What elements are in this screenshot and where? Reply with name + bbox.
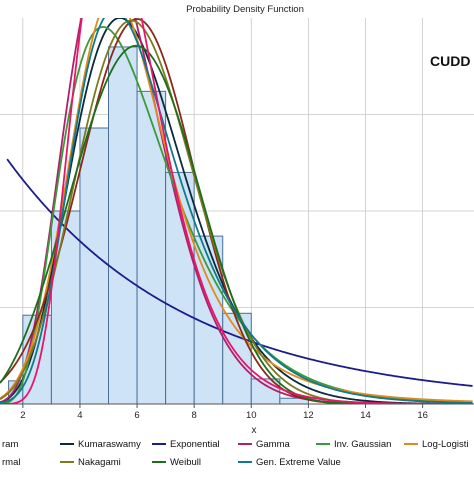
x-tick-label: 10 <box>246 410 257 421</box>
legend-row: rmal Nakagami Weibull Gen. Extreme Value <box>2 457 341 468</box>
legend-label: ram <box>2 439 18 450</box>
legend-label: Nakagami <box>78 457 121 468</box>
histogram-bar <box>108 46 138 404</box>
x-tick-label: 6 <box>134 410 139 421</box>
legend: ram Kumaraswamy Exponential Gamma Inv. Gauss… <box>2 439 468 468</box>
legend-item: Nakagami <box>60 457 121 468</box>
legend-item: ram <box>2 439 18 450</box>
legend-item: Inv. Gaussian <box>316 439 391 450</box>
legend-row: ram Kumaraswamy Exponential Gamma Inv. Gauss… <box>2 439 468 450</box>
legend-item: Gen. Extreme Value <box>238 457 341 468</box>
legend-label: rmal <box>2 457 20 468</box>
legend-item: Weibull <box>152 457 201 468</box>
x-tick-label: 12 <box>303 410 314 421</box>
legend-item: Gamma <box>238 439 291 450</box>
histogram-bar <box>79 127 110 404</box>
legend-label: Inv. Gaussian <box>334 439 391 450</box>
legend-item: Log-Logisti <box>404 439 468 450</box>
plot-area: 2 4 6 8 10 12 14 16 <box>0 18 474 421</box>
x-tick-label: 14 <box>360 410 371 421</box>
chart-annotation: CUDD <box>430 53 470 69</box>
legend-label: Gamma <box>256 439 291 450</box>
legend-item: rmal <box>2 457 20 468</box>
legend-label: Gen. Extreme Value <box>256 457 341 468</box>
legend-label: Log-Logisti <box>422 439 468 450</box>
legend-item: Kumaraswamy <box>60 439 141 450</box>
x-axis-label: x <box>252 425 257 436</box>
series-line-log-logistic <box>0 18 473 403</box>
x-tick-label: 16 <box>417 410 428 421</box>
chart-title: Probability Density Function <box>186 4 304 15</box>
x-tick-label: 8 <box>192 410 197 421</box>
series-line-gen-extreme-value <box>0 18 473 404</box>
series-line-log-logistic-peak <box>0 18 473 404</box>
x-tick-label: 4 <box>77 410 82 421</box>
series-line-exponential <box>6 158 473 387</box>
x-tick-label: 2 <box>20 410 25 421</box>
legend-item: Exponential <box>152 439 220 450</box>
legend-label: Exponential <box>170 439 220 450</box>
legend-label: Kumaraswamy <box>78 439 141 450</box>
legend-label: Weibull <box>170 457 201 468</box>
